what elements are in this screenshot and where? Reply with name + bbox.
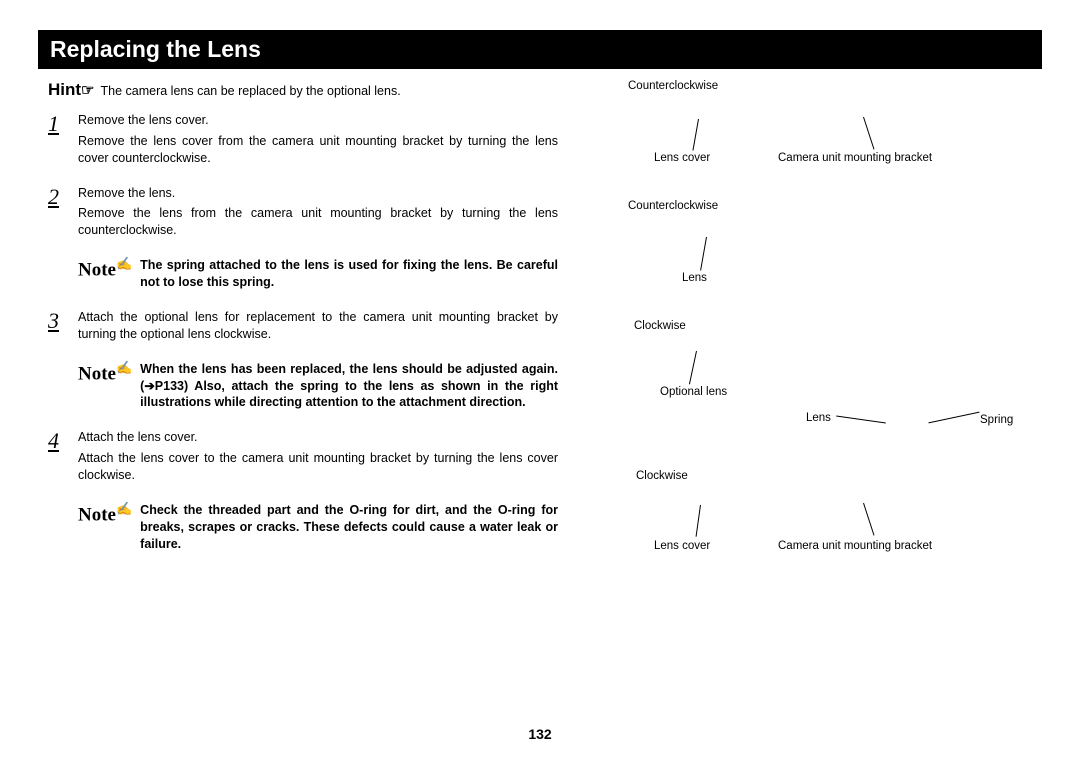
- leader-line: [928, 412, 979, 424]
- leader-line: [700, 237, 707, 271]
- step-number: 4: [48, 429, 66, 484]
- step-detail: Remove the lens cover from the camera un…: [78, 133, 558, 167]
- diagram-1: Counterclockwise Lens cover Camera unit …: [588, 79, 1032, 179]
- note-label: Note✍: [78, 361, 132, 412]
- step-body: Attach the lens cover. Attach the lens c…: [78, 429, 558, 484]
- optional-lens-label: Optional lens: [660, 385, 727, 401]
- direction-label: Counterclockwise: [628, 199, 718, 215]
- lens-label: Lens: [682, 271, 707, 287]
- direction-label: Counterclockwise: [628, 79, 718, 95]
- bracket-label: Camera unit mounting bracket: [778, 539, 932, 555]
- step-detail: Remove the lens from the camera unit mou…: [78, 205, 558, 239]
- hint-label: Hint☞: [48, 79, 95, 102]
- step-body: Remove the lens. Remove the lens from th…: [78, 185, 558, 240]
- spring-label: Spring: [980, 413, 1013, 429]
- note-3: Note✍ Check the threaded part and the O-…: [78, 502, 558, 553]
- step-body: Remove the lens cover. Remove the lens c…: [78, 112, 558, 167]
- step-2: 2 Remove the lens. Remove the lens from …: [48, 185, 558, 240]
- step-number: 1: [48, 112, 66, 167]
- leader-line: [689, 351, 697, 385]
- right-column: Counterclockwise Lens cover Camera unit …: [588, 79, 1032, 589]
- leader-line: [836, 416, 886, 424]
- leader-line: [863, 117, 875, 150]
- pencil-icon: ✍: [116, 360, 132, 375]
- note-text: The spring attached to the lens is used …: [140, 257, 558, 291]
- step-number: 2: [48, 185, 66, 240]
- step-title: Attach the lens cover.: [78, 429, 558, 446]
- page-number: 132: [0, 725, 1080, 744]
- step-1: 1 Remove the lens cover. Remove the lens…: [48, 112, 558, 167]
- leader-line: [692, 119, 699, 151]
- step-title: Remove the lens.: [78, 185, 558, 202]
- step-3: 3 Attach the optional lens for replaceme…: [48, 309, 558, 343]
- diagram-4: Clockwise Lens cover Camera unit mountin…: [588, 469, 1032, 569]
- step-body: Attach the optional lens for replacement…: [78, 309, 558, 343]
- lens-cover-label: Lens cover: [654, 539, 710, 555]
- direction-label: Clockwise: [634, 319, 686, 335]
- lens-cover-label: Lens cover: [654, 151, 710, 167]
- note-2: Note✍ When the lens has been replaced, t…: [78, 361, 558, 412]
- note-label: Note✍: [78, 502, 132, 553]
- diagram-3: Clockwise Optional lens Lens Spring: [588, 319, 1032, 449]
- hint-text: The camera lens can be replaced by the o…: [101, 83, 401, 100]
- step-4: 4 Attach the lens cover. Attach the lens…: [48, 429, 558, 484]
- diagram-2: Counterclockwise Lens: [588, 199, 1032, 299]
- note-text: Check the threaded part and the O-ring f…: [140, 502, 558, 553]
- note-text: When the lens has been replaced, the len…: [140, 361, 558, 412]
- lens-label: Lens: [806, 411, 831, 427]
- pencil-icon: ✍: [116, 256, 132, 271]
- hint-hand-icon: ☞: [81, 82, 94, 99]
- leader-line: [696, 505, 702, 537]
- step-number: 3: [48, 309, 66, 343]
- leader-line: [863, 503, 875, 536]
- content-columns: Hint☞ The camera lens can be replaced by…: [48, 79, 1032, 589]
- left-column: Hint☞ The camera lens can be replaced by…: [48, 79, 558, 589]
- hint-line: Hint☞ The camera lens can be replaced by…: [48, 79, 558, 102]
- direction-label: Clockwise: [636, 469, 688, 485]
- note-1: Note✍ The spring attached to the lens is…: [78, 257, 558, 291]
- step-title: Remove the lens cover.: [78, 112, 558, 129]
- note-label: Note✍: [78, 257, 132, 291]
- pencil-icon: ✍: [116, 501, 132, 516]
- section-title: Replacing the Lens: [38, 30, 1042, 69]
- bracket-label: Camera unit mounting bracket: [778, 151, 932, 167]
- step-detail: Attach the lens cover to the camera unit…: [78, 450, 558, 484]
- step-detail: Attach the optional lens for replacement…: [78, 309, 558, 343]
